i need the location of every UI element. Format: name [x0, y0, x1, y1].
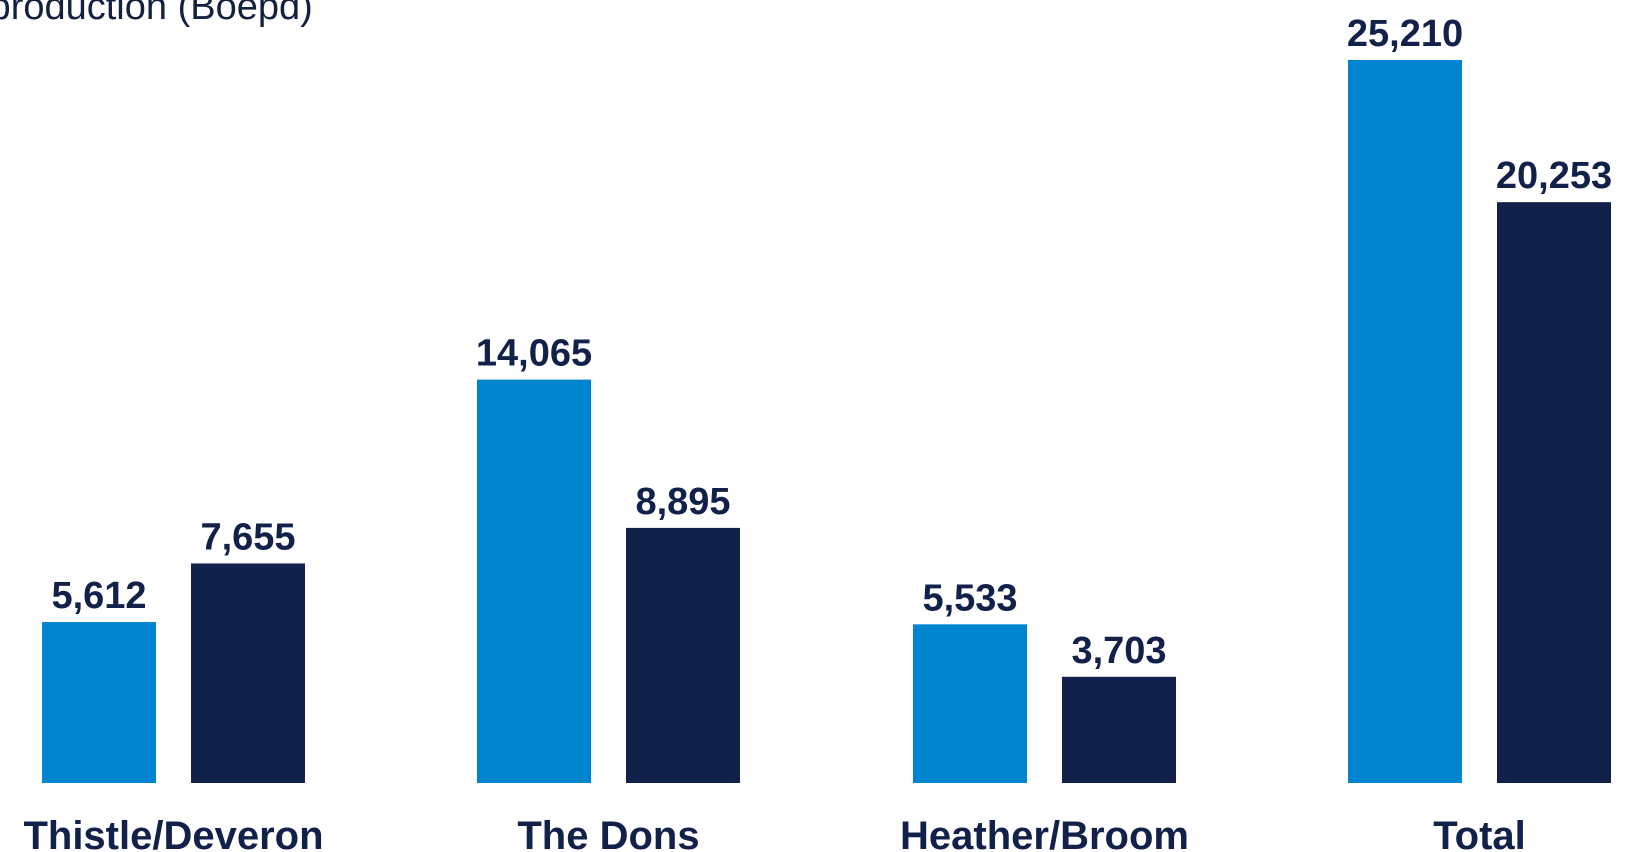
value-label: 8,895 — [635, 481, 730, 523]
value-label: 3,703 — [1071, 630, 1166, 672]
value-label: 5,612 — [51, 575, 146, 617]
category-label: Thistle/Deveron — [23, 814, 323, 852]
bar-total-series-2 — [1497, 202, 1611, 783]
category-label: Heather/Broom — [900, 814, 1189, 852]
value-label: 20,253 — [1496, 155, 1612, 197]
chart-title: k production (Boepd) — [0, 0, 313, 28]
bar-the-dons-series-1 — [477, 379, 591, 783]
bar-the-dons-series-2 — [626, 527, 740, 783]
value-label: 5,533 — [922, 577, 1017, 619]
category-labels-group: Thistle/Deveron The Dons Heather/Broom Tota… — [23, 814, 1525, 852]
value-label: 14,065 — [476, 333, 592, 375]
bars-group — [42, 60, 1611, 783]
value-label: 7,655 — [200, 516, 295, 558]
bar-total-series-1 — [1348, 60, 1462, 783]
category-label: The Dons — [517, 814, 699, 852]
value-label: 25,210 — [1347, 13, 1463, 55]
bar-thistle-deveron-series-2 — [191, 563, 305, 783]
value-labels-group: 5,612 7,655 14,065 8,895 5,533 3,703 25,210 20,… — [51, 13, 1612, 672]
bar-heather-broom-series-2 — [1062, 676, 1176, 783]
bar-heather-broom-series-1 — [913, 624, 1027, 783]
category-label: Total — [1433, 814, 1526, 852]
bar-thistle-deveron-series-1 — [42, 622, 156, 783]
